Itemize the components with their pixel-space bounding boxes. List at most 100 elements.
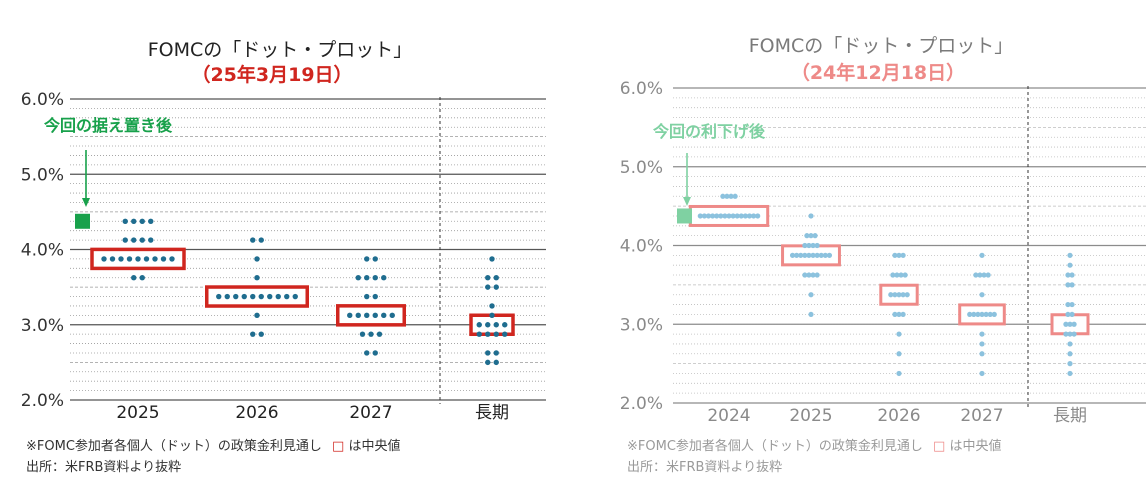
dot-marker xyxy=(1067,331,1073,337)
dot-marker xyxy=(216,293,222,300)
x-category-label: 2027 xyxy=(349,403,392,423)
dot-marker xyxy=(372,256,378,262)
dot-marker xyxy=(101,256,107,262)
dot-marker xyxy=(981,272,987,278)
dot-marker xyxy=(139,275,145,281)
chart-subtitle: （24年12月18日） xyxy=(791,61,965,84)
dot-marker xyxy=(372,350,378,356)
dot-marker xyxy=(1063,321,1069,327)
dot-marker xyxy=(983,311,989,318)
dot-marker xyxy=(224,293,230,300)
dot-marker xyxy=(979,331,985,337)
dot-marker xyxy=(718,213,724,219)
dot-marker xyxy=(730,213,736,219)
dot-marker xyxy=(368,331,374,337)
x-category-label: 2025 xyxy=(116,403,159,423)
dot-marker xyxy=(372,312,378,319)
dot-marker xyxy=(1069,301,1075,308)
dot-marker xyxy=(728,193,734,199)
dot-marker xyxy=(152,256,158,262)
dot-plot-chart-march-2025: FOMCの「ドット・プロット」 （25年3月19日） 2.0% 3.0% 4.0% 5… xyxy=(21,39,546,475)
dot-marker xyxy=(755,213,761,219)
chart-subtitle: （25年3月19日） xyxy=(191,63,352,86)
dot-marker xyxy=(896,370,902,377)
dot-marker xyxy=(798,252,804,258)
dot-marker xyxy=(364,256,370,262)
dot-marker xyxy=(148,237,154,243)
dot-marker xyxy=(250,293,256,300)
dot-marker xyxy=(888,292,894,298)
dot-marker xyxy=(802,242,808,249)
x-category-label: 長期 xyxy=(1053,406,1087,426)
dot-marker xyxy=(804,233,810,239)
dot-marker xyxy=(131,237,137,243)
median-legend-box-glyph: □ xyxy=(933,439,945,454)
dot-marker xyxy=(973,272,979,278)
dot-marker xyxy=(275,293,281,300)
dot-marker xyxy=(896,311,902,318)
dot-marker xyxy=(292,293,298,300)
dot-marker xyxy=(892,252,898,258)
dot-marker xyxy=(808,213,814,219)
dot-marker xyxy=(714,213,720,219)
dot-marker xyxy=(493,284,499,290)
footnote-suffix: は中央値 xyxy=(949,438,1001,454)
dot-marker xyxy=(814,252,820,258)
dot-marker xyxy=(143,256,150,262)
median-box xyxy=(205,285,309,308)
dot-marker xyxy=(826,252,833,258)
dot-marker xyxy=(233,293,239,300)
dot-marker xyxy=(900,252,906,258)
dot-marker xyxy=(485,331,491,337)
x-category-label: 長期 xyxy=(475,403,509,423)
dot-marker xyxy=(485,322,491,328)
dot-marker xyxy=(376,331,383,337)
median-box xyxy=(336,304,406,327)
dot-marker xyxy=(1065,272,1071,278)
dot-marker xyxy=(1067,252,1073,258)
dot-marker xyxy=(896,292,902,298)
dot-marker xyxy=(892,311,898,318)
footnote-prefix: ※FOMC参加者各個人（ドット）の政策金利見通し xyxy=(627,438,923,454)
dot-marker xyxy=(1067,341,1073,347)
dot-marker xyxy=(991,311,997,318)
dot-marker xyxy=(900,311,906,318)
dot-marker xyxy=(135,256,141,262)
dot-marker xyxy=(372,275,378,281)
y-tick-label: 2.0% xyxy=(620,394,663,414)
dot-marker xyxy=(810,272,816,278)
dot-marker xyxy=(250,237,256,243)
dot-marker xyxy=(493,350,499,356)
dot-marker xyxy=(359,331,366,337)
dot-marker xyxy=(493,359,499,366)
dot-marker xyxy=(254,256,260,262)
dot-marker xyxy=(1069,272,1075,278)
x-category-label: 2024 xyxy=(707,406,750,426)
dot-marker xyxy=(802,252,808,258)
dot-marker xyxy=(485,350,491,356)
dot-marker xyxy=(139,237,145,243)
y-tick-label: 4.0% xyxy=(620,237,663,257)
dot-marker xyxy=(701,213,707,219)
dot-marker xyxy=(1069,282,1075,288)
dot-marker xyxy=(967,311,973,318)
y-tick-label: 2.0% xyxy=(21,391,64,411)
annotation-arrow-head xyxy=(82,198,90,207)
dot-marker xyxy=(806,272,812,278)
dot-marker xyxy=(979,370,985,377)
x-category-label: 2025 xyxy=(789,406,832,426)
dot-marker xyxy=(284,293,290,300)
dot-marker xyxy=(493,331,499,337)
dot-marker xyxy=(1067,262,1073,268)
dot-marker xyxy=(814,242,820,249)
x-category-label: 2026 xyxy=(235,403,278,423)
dot-marker xyxy=(355,312,361,319)
dot-marker xyxy=(131,275,137,281)
dot-marker xyxy=(250,331,256,337)
dot-marker xyxy=(1065,311,1071,318)
dot-marker xyxy=(705,213,712,219)
dot-marker xyxy=(118,256,124,262)
dot-marker xyxy=(979,311,985,318)
x-category-label: 2026 xyxy=(877,406,920,426)
dot-marker xyxy=(1067,321,1073,327)
